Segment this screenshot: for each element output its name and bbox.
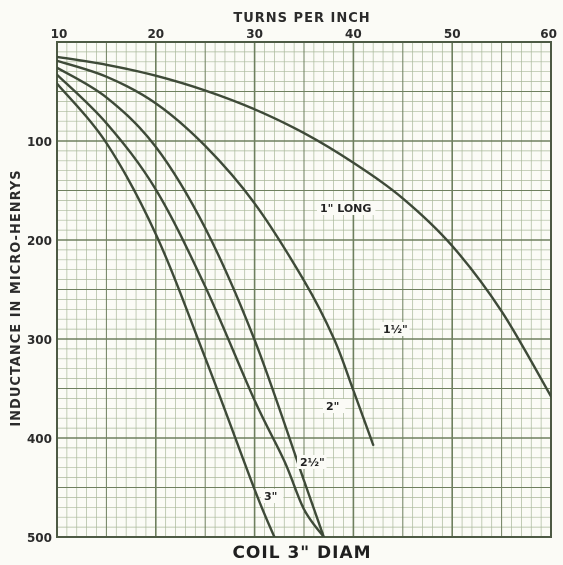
y-tick-label: 100 (27, 135, 52, 149)
series-label-3-inch: 3" (264, 490, 277, 503)
series-line-2-inch (57, 66, 325, 537)
labels: 10 20 30 40 50 60 100 200 300 400 500 1" LONG 1½" 2" 2… (27, 27, 557, 545)
series-line-1-5-inch (57, 59, 375, 447)
series-label-bg (323, 399, 346, 413)
y-tick-label: 200 (27, 234, 52, 248)
series-line-1-inch-long (57, 55, 551, 398)
series-label-bg (380, 322, 410, 336)
y-tick-label: 500 (27, 531, 52, 545)
y-tick-label: 300 (27, 333, 52, 347)
series-label-bg (317, 201, 376, 215)
series-label-bg (297, 455, 327, 469)
y-axis-title: INDUCTANCE IN MICRO-HENRYS (9, 169, 24, 426)
x-tick-label: 40 (345, 27, 362, 41)
series-line-2-5-inch (57, 73, 325, 537)
chart-title: COIL 3" DIAM (232, 543, 371, 563)
series-label-1-5-inch: 1½" (383, 323, 408, 336)
x-tick-label: 50 (444, 27, 461, 41)
x-tick-label: 20 (147, 27, 164, 41)
series-label-2-5-inch: 2½" (300, 456, 325, 469)
series-label-bg (261, 489, 284, 503)
series-line-3-inch (57, 82, 276, 537)
series-label-2-inch: 2" (326, 400, 339, 413)
plot-frame (56, 41, 552, 538)
x-tick-label: 10 (51, 27, 68, 41)
x-tick-label: 30 (246, 27, 263, 41)
series-label-1-inch-long: 1" LONG (320, 202, 371, 215)
x-tick-label: 60 (540, 27, 557, 41)
curves (57, 55, 551, 537)
x-axis-title: TURNS PER INCH (233, 11, 370, 26)
y-tick-label: 400 (27, 432, 52, 446)
